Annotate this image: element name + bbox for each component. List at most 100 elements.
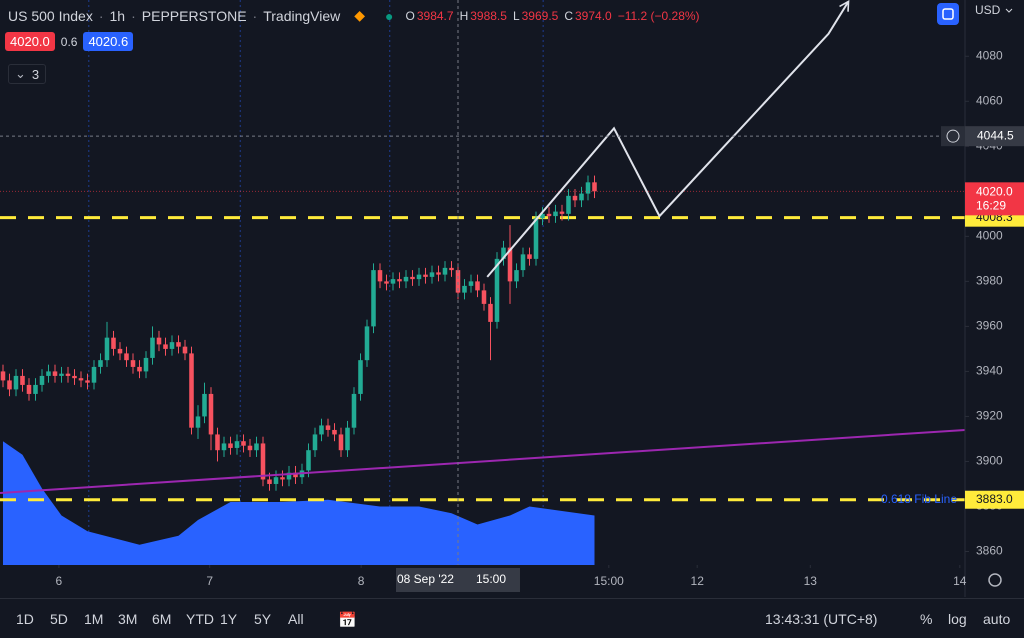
y-tick-label: 3960 [976,319,1003,333]
indicator-area [2,441,595,565]
y-tick-label: 3920 [976,409,1003,423]
add-alert-icon [946,129,960,143]
candle-body [436,272,441,275]
chevron [1005,8,1013,13]
y-tick-label: 3900 [976,454,1003,468]
candle-body [507,247,513,282]
range-button[interactable]: All [288,611,304,627]
candle-body [501,247,506,259]
candle-body [325,425,331,430]
legend: US 500 Index · 1h · PEPPERSTONE · TradingVi… [8,7,700,24]
candle-body [182,346,188,354]
candle-body [20,375,25,385]
candle-body [260,443,266,480]
change: −11.2 (−0.28%) [617,8,700,23]
candle-body [572,195,578,201]
candle-body [247,445,253,451]
ohlc-value: 3988.5 [470,8,507,23]
x-tick-label: 14 [953,574,967,588]
candle-body [592,182,597,192]
candle-body [416,274,422,280]
ohlc: O 3984.7 H 3988.5 L 3969.5 C 3974.0 −11.2 (−0.28… [406,9,700,23]
candle-body [475,281,480,291]
range-button[interactable]: 5Y [254,611,272,627]
candle-body [338,434,344,451]
candle-body [163,344,168,349]
range-button[interactable]: 1Y [220,611,238,627]
price-badge-label: 4020.0 [976,185,1013,199]
auto-button[interactable]: auto [983,611,1011,627]
range-button[interactable]: 3M [118,611,138,627]
candle-body [202,393,207,417]
add-alert-button[interactable] [941,126,965,147]
price-badge-label: 3883.0 [976,492,1013,506]
candle-body [221,443,227,451]
symbol: US 500 Index [8,7,93,24]
candle-body [358,360,363,394]
candle-body [59,373,64,376]
candle-body [0,371,6,381]
price-badge [965,182,1024,216]
percent-button[interactable]: % [920,611,933,627]
candle-body [384,281,389,284]
candle-body [104,337,110,361]
candle-body [85,380,90,383]
candle-body [26,384,32,394]
candle-body [585,182,591,194]
status-dot: ● [385,7,394,24]
countdown-label: 16:29 [976,199,1006,213]
ohlc-key: C [564,8,573,23]
candle-body [371,270,376,327]
candle-body [293,472,298,478]
buy-price[interactable]: 4020.6 [83,32,134,51]
candle-body [488,303,493,322]
range-button[interactable]: 1D [16,611,34,627]
x-tick-label: 13 [804,574,818,588]
candle-body [117,348,123,354]
candle-body [273,477,279,484]
x-tick-label: 7 [206,574,213,588]
candle-body [156,337,162,345]
drawn-arrow [486,0,850,278]
candle-body [540,213,545,219]
log-button[interactable]: log [948,611,967,627]
candle-body [124,353,129,361]
candle-body [215,434,220,451]
candle-body [280,477,285,480]
range-button[interactable]: 6M [152,611,172,627]
candle-body [91,366,97,383]
crosshair-time: 15:00 [476,572,506,586]
ohlc-value: 3984.7 [416,8,454,23]
candle-body [579,193,584,201]
candle-body [228,443,233,448]
trendline [0,428,966,494]
candle-body [176,342,181,347]
candle-body [319,425,324,435]
candle-body [332,429,337,435]
candle-body [533,218,539,259]
range-button[interactable]: YTD [186,611,214,627]
candle-body [13,375,19,390]
x-tick-label: 6 [56,574,63,588]
trade-buttons: 4020.0 0.6 4020.6 [5,32,134,51]
candle-body [566,195,571,214]
screenshot-icon[interactable] [937,3,959,25]
candle-body [351,393,357,428]
candle-body [429,272,435,277]
candle-body [527,254,532,259]
currency[interactable]: USD [975,3,1001,17]
candle-body [254,443,259,451]
range-button[interactable]: 5D [50,611,68,627]
sell-price[interactable]: 4020.0 [5,32,55,51]
candle-body [111,337,116,349]
bottom-toolbar: 📅 1D 5D 1M 3M 6M YTD 1Y 5Y All 13:43:31 (UTC+8)% l… [0,598,1024,638]
candle-body [462,285,467,293]
candle-body [98,360,103,367]
date-range-icon[interactable]: 📅 [338,612,357,629]
indicator-toggle[interactable]: ⌄ 3 [8,64,47,84]
range-button[interactable]: 1M [84,611,104,627]
candle-body [442,267,448,275]
crosshair-time-badge [395,568,520,592]
candle-body [514,270,519,282]
settings-icon[interactable] [988,573,1002,587]
